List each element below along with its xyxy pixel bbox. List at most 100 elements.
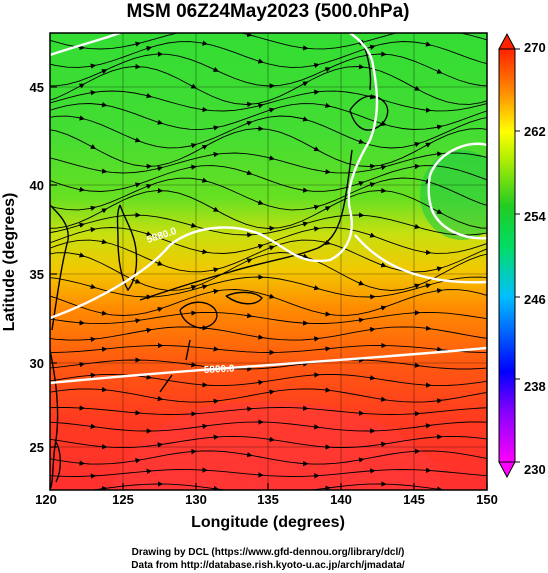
wind-arrow [100, 102, 108, 108]
wind-arrow [201, 40, 208, 46]
wind-arrow [313, 226, 320, 232]
contour-5880-east [354, 234, 487, 284]
wind-arrow [313, 424, 320, 430]
wind-arrow [357, 457, 365, 463]
wind-arrow [324, 346, 331, 352]
wind-arrow [89, 283, 97, 290]
wind-arrow [301, 361, 309, 367]
wind-arrow [145, 93, 153, 99]
wind-arrow [357, 317, 365, 323]
wind-arrow [89, 336, 97, 343]
wind-streamline [88, 483, 449, 490]
wind-arrow [369, 326, 376, 333]
wind-arrow [380, 164, 387, 171]
wind-arrow [201, 144, 208, 150]
wind-arrow [78, 222, 85, 228]
wind-arrow [156, 260, 164, 266]
wind-arrow [100, 208, 108, 214]
wind-arrow [380, 262, 387, 268]
wind-arrow [89, 144, 97, 150]
wind-arrow [301, 81, 309, 87]
wind-arrow [257, 58, 264, 64]
wind-arrow [324, 67, 331, 73]
wind-arrow [369, 375, 376, 381]
wind-arrow [212, 151, 220, 158]
wind-arrow [156, 165, 164, 172]
wind-arrow [212, 66, 220, 72]
wind-arrow [134, 458, 141, 464]
wind-arrow [301, 116, 309, 122]
wind-arrow [134, 137, 141, 143]
wind-arrow [368, 232, 376, 238]
colorbar-scale [498, 48, 516, 463]
wind-arrow [324, 239, 331, 246]
wind-arrow [190, 222, 197, 228]
x-tick-label: 140 [330, 492, 352, 507]
wind-arrow [357, 138, 365, 144]
wind-arrow [368, 44, 376, 50]
wind-arrow [78, 115, 85, 121]
y-tick-label: 25 [30, 440, 44, 455]
colorbar-tick-label: 246 [524, 292, 546, 307]
wind-streamline [50, 177, 487, 211]
wind-arrow [268, 155, 275, 161]
wind-arrow [89, 227, 97, 233]
wind-arrow [78, 186, 85, 193]
coastline-kyushu-shikoku [179, 291, 263, 329]
wind-arrow [145, 46, 153, 52]
wind-arrow [413, 362, 421, 368]
wind-arrow [301, 45, 309, 51]
wind-streamline [50, 421, 487, 432]
wind-arrow [324, 206, 331, 212]
wind-arrow [380, 396, 387, 402]
coastline-ryukyu [159, 339, 191, 393]
x-tick-label: 135 [257, 492, 279, 507]
wind-arrow [100, 486, 108, 490]
y-axis-label: Latitude (degrees) [1, 193, 18, 332]
wind-arrow [413, 142, 421, 148]
colorbar-tick-label: 262 [524, 124, 546, 139]
height-contours [50, 33, 487, 385]
wind-arrow [212, 346, 220, 352]
contour-low-ring [427, 142, 487, 240]
wind-arrow [324, 102, 331, 109]
wind-streamlines [50, 33, 487, 490]
wind-arrow [257, 103, 264, 109]
wind-arrow [301, 187, 309, 193]
wind-arrow [190, 143, 197, 149]
wind-arrow [201, 106, 208, 113]
x-tick-label: 120 [35, 492, 57, 507]
colorbar-tick-label: 238 [524, 379, 546, 394]
y-tick-label: 40 [30, 178, 44, 193]
colorbar-tick-label: 230 [524, 462, 546, 477]
wind-arrow [268, 293, 275, 299]
wind-arrow [78, 44, 85, 51]
wind-arrow [435, 208, 443, 214]
wind-streamline [50, 276, 487, 298]
wind-arrow [257, 243, 264, 250]
wind-arrow [246, 312, 253, 319]
credit-data-source: Data from http://database.rish.kyoto-u.a… [131, 560, 405, 571]
wind-arrow [246, 33, 253, 37]
wind-arrow [212, 288, 220, 295]
wind-arrow [134, 318, 141, 324]
wind-arrow [368, 94, 376, 100]
wind-streamline [50, 33, 487, 50]
wind-arrow [145, 231, 153, 237]
wind-arrow [190, 164, 197, 170]
x-axis: 120 125 130 135 140 145 150 Longitude (d… [35, 483, 498, 531]
x-tick-label: 145 [403, 492, 425, 507]
x-tick-label: 150 [476, 492, 498, 507]
wind-arrow [246, 120, 253, 126]
wind-arrow [313, 62, 320, 69]
wind-arrow [380, 441, 387, 448]
wind-arrow [312, 146, 320, 152]
wind-arrow [100, 168, 108, 174]
x-tick-label: 125 [112, 492, 134, 507]
wind-arrow [78, 361, 85, 368]
wind-arrow [424, 283, 432, 289]
wind-arrow [134, 278, 141, 284]
y-tick-label: 35 [30, 267, 44, 282]
wind-arrow [78, 83, 85, 89]
